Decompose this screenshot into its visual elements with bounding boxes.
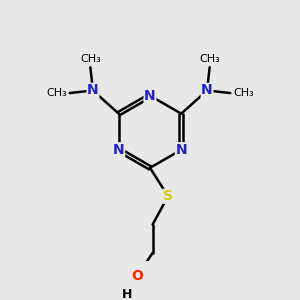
Text: N: N	[201, 83, 213, 98]
Text: N: N	[113, 143, 124, 157]
Text: N: N	[176, 143, 187, 157]
Text: N: N	[144, 88, 156, 103]
Text: H: H	[122, 288, 132, 300]
Text: CH₃: CH₃	[233, 88, 254, 98]
Text: CH₃: CH₃	[80, 54, 101, 64]
Text: N: N	[87, 83, 99, 98]
Text: S: S	[163, 189, 173, 203]
Text: O: O	[131, 269, 143, 283]
Text: CH₃: CH₃	[46, 88, 67, 98]
Text: CH₃: CH₃	[199, 54, 220, 64]
